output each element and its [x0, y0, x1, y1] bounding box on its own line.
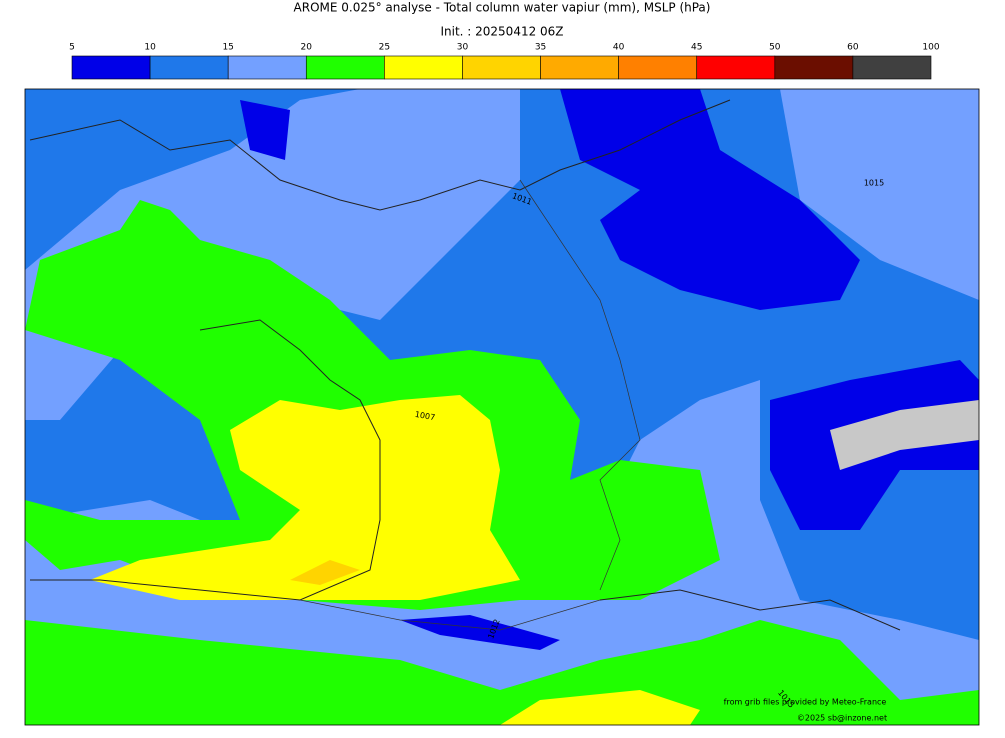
- colorbar-segment: [305, 55, 385, 80]
- colorbar-tick-label: 10: [144, 43, 156, 53]
- field-yellow: [90, 395, 520, 600]
- colorbar-segment: [149, 55, 229, 80]
- colorbar-tick-label: 40: [613, 43, 625, 53]
- colorbar-tick-label: 15: [222, 43, 233, 53]
- credit: ©2025 sb@inzone.net: [797, 714, 887, 723]
- colorbar-tick-label: 35: [535, 43, 546, 53]
- field-orange: [290, 560, 360, 585]
- credit: from grib files provided by Meteo-France: [724, 698, 887, 707]
- coastline: [30, 319, 381, 601]
- colorbar-tick-label: 20: [301, 43, 313, 53]
- field-dark: [560, 89, 860, 310]
- map-field: [25, 89, 979, 725]
- field-light: [25, 89, 520, 420]
- border: [519, 179, 641, 591]
- colorbar-tick-label: 60: [847, 43, 859, 53]
- colorbar-segment: [696, 55, 776, 80]
- field-yellow: [500, 690, 700, 725]
- colorbar-segment: [71, 55, 151, 80]
- border: [299, 599, 601, 631]
- colorbar-tick-label: 25: [379, 43, 390, 53]
- colorbar-tick-label: 30: [457, 43, 469, 53]
- colorbar: 5 10 15 20 25 30 35 40 45 50 60 100: [69, 43, 940, 80]
- colorbar-segment: [618, 55, 698, 80]
- colorbar-segment: [384, 55, 463, 80]
- field-dark: [240, 100, 290, 160]
- colorbar-segment: [227, 55, 307, 80]
- coastline: [599, 589, 901, 631]
- isobar-label: 1015: [864, 179, 884, 188]
- colorbar-segment: [774, 55, 854, 80]
- field-light: [780, 89, 979, 300]
- colorbar-segment: [852, 55, 932, 80]
- colorbar-tick-label: 100: [922, 43, 939, 53]
- map-title: AROME 0.025° analyse - Total column wate…: [294, 1, 711, 15]
- map-subtitle: Init. : 20250412 06Z: [440, 25, 563, 39]
- field-green: [25, 620, 979, 725]
- colorbar-tick-label: 45: [691, 43, 702, 53]
- colorbar-segment: [540, 55, 619, 80]
- colorbar-tick-label: 50: [769, 43, 781, 53]
- colorbar-segment: [462, 55, 541, 80]
- isobar-label: 1007: [414, 410, 436, 422]
- colorbar-tick-label: 5: [69, 43, 75, 53]
- map-frame: [24, 88, 980, 726]
- coastline: [29, 99, 731, 211]
- field-grey: [830, 400, 979, 470]
